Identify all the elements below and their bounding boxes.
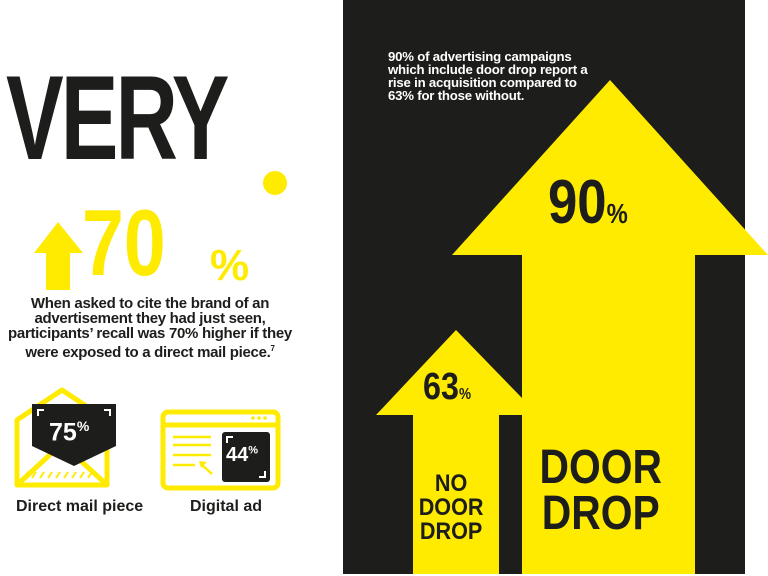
arrow-up-icon-small [376, 330, 522, 574]
arrow-up-icon-big [452, 80, 768, 574]
envelope-letter [32, 404, 116, 466]
digital-ad-label: Digital ad [190, 498, 263, 515]
browser-window-icon [160, 409, 281, 491]
frame-corners-icon [226, 436, 266, 478]
footnote: 7 [270, 344, 275, 353]
digital-ad-stat: 44% [226, 444, 259, 466]
yellow-dot [263, 171, 287, 195]
recall-text: When asked to cite the brand of an adver… [8, 295, 292, 361]
direct-mail-stat: 75% [49, 418, 90, 447]
door-drop-description: 90% of advertising campaigns which inclu… [388, 49, 588, 103]
no-door-drop-label: NO DOOR DROP [418, 470, 484, 545]
arrow-up-icon [34, 222, 83, 290]
door-drop-label: DOOR DROP [539, 441, 662, 540]
door-drop-stat: 90% [548, 168, 628, 237]
direct-mail-label: Direct mail piece [16, 498, 144, 515]
no-door-drop-stat: 63% [423, 366, 472, 408]
digital-ad-badge [222, 432, 270, 482]
frame-corners-icon [37, 409, 111, 416]
headline: VERY [6, 51, 229, 185]
recall-stat-unit: % [210, 241, 250, 290]
recall-description: When asked to cite the brand of an adver… [0, 296, 300, 360]
recall-stat-value: 70 [82, 190, 166, 295]
